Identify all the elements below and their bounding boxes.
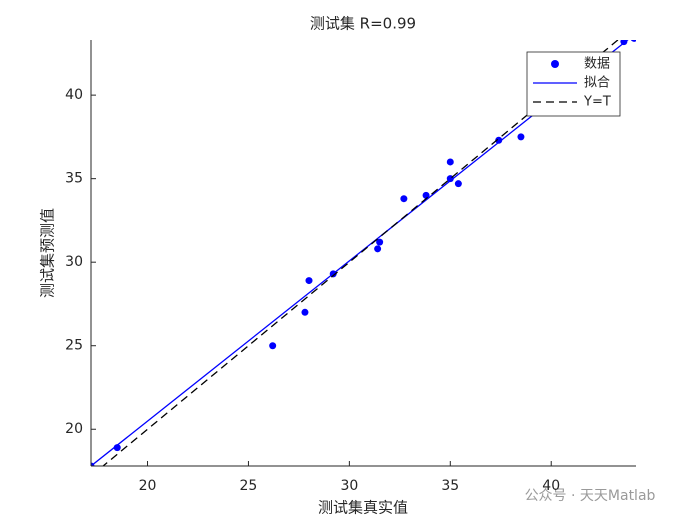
data-point	[305, 277, 313, 285]
legend-label: Y=T	[583, 95, 611, 110]
x-tick-label: 30	[340, 478, 358, 494]
y-tick-label: 40	[65, 87, 83, 103]
legend-box	[526, 51, 621, 117]
x-tick-label: 40	[542, 478, 560, 494]
legend-label: 数据	[584, 57, 610, 72]
data-point	[269, 342, 277, 350]
data-point	[454, 180, 462, 188]
x-axis-label: 测试集真实值	[318, 499, 408, 517]
data-point	[495, 136, 503, 144]
x-tick-label: 25	[240, 478, 258, 494]
chart-title: 测试集 R=0.99	[310, 15, 416, 33]
data-point	[301, 308, 309, 316]
axes: 20 25 30 35 40 20 25 30 35 40	[65, 40, 636, 494]
data-point	[374, 245, 382, 253]
y-tick-label: 35	[65, 171, 83, 187]
legend-label: 拟合	[584, 76, 610, 91]
data-point	[422, 191, 430, 199]
x-tick-label: 35	[441, 478, 459, 494]
y-tick-label: 30	[65, 254, 83, 270]
watermark: 公众号 · 天天Matlab	[525, 488, 656, 504]
x-tick-label: 20	[139, 478, 157, 494]
data-point	[446, 158, 454, 166]
data-point	[517, 133, 525, 141]
data-point	[630, 40, 636, 42]
legend-marker	[551, 60, 559, 68]
y-tick-label: 25	[65, 338, 83, 354]
y-tick-label: 20	[65, 421, 83, 437]
data-point	[400, 195, 408, 203]
y-axis-label: 测试集预测值	[39, 208, 57, 298]
data-point	[376, 238, 384, 246]
